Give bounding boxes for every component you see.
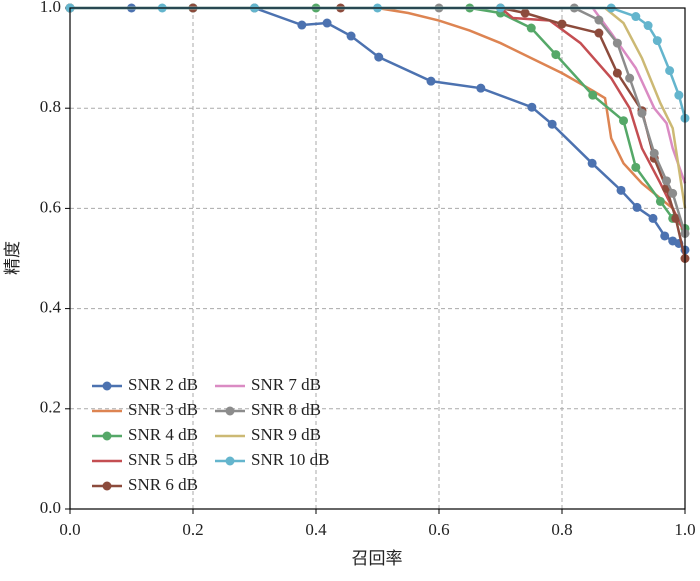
marker: [594, 15, 604, 25]
series-line: [70, 6, 687, 119]
y-tick-label: 0.2: [40, 398, 61, 417]
series-line: [70, 6, 687, 259]
marker: [660, 231, 670, 241]
y-tick-label: 0.0: [40, 498, 61, 517]
legend-marker: [102, 481, 112, 491]
marker: [665, 66, 675, 76]
marker: [648, 213, 658, 223]
marker: [346, 31, 356, 41]
legend-label: SNR 5 dB: [128, 450, 198, 469]
marker: [637, 108, 647, 118]
marker: [619, 116, 628, 126]
legend-label: SNR 3 dB: [128, 400, 198, 419]
legend-label: SNR 6 dB: [128, 475, 198, 494]
y-tick-label: 0.4: [40, 298, 62, 317]
marker: [668, 188, 678, 198]
legend-label: SNR 4 dB: [128, 425, 198, 444]
series-line: [70, 6, 686, 251]
marker: [612, 68, 622, 78]
y-tick-label: 1.0: [40, 0, 61, 16]
legend-label: SNR 9 dB: [251, 425, 321, 444]
legend-label: SNR 7 dB: [251, 375, 321, 394]
marker: [557, 19, 567, 29]
legend-label: SNR 10 dB: [251, 450, 329, 469]
marker: [649, 148, 659, 158]
marker: [476, 83, 486, 93]
marker: [625, 73, 635, 83]
marker: [616, 185, 626, 195]
x-tick-label: 0.8: [551, 520, 572, 539]
series-line: [70, 6, 687, 235]
y-tick-label: 0.6: [40, 197, 61, 216]
marker: [426, 76, 436, 86]
x-tick-label: 0.6: [428, 520, 449, 539]
marker: [612, 38, 622, 48]
y-tick-label: 0.8: [40, 97, 61, 116]
series-line: [70, 6, 686, 230]
x-axis-label: 召回率: [352, 549, 403, 568]
legend-marker: [225, 456, 235, 466]
legend-marker: [225, 406, 235, 416]
marker: [527, 102, 537, 112]
marker: [643, 21, 653, 31]
legend-marker: [102, 431, 112, 441]
marker: [551, 50, 561, 60]
marker: [297, 20, 307, 30]
series-line: [70, 6, 687, 184]
legend-label: SNR 2 dB: [128, 375, 198, 394]
marker: [655, 196, 665, 206]
y-axis-label: 精度: [3, 241, 22, 275]
series-line: [70, 6, 687, 234]
marker: [631, 12, 641, 22]
x-tick-label: 1.0: [674, 520, 695, 539]
marker: [520, 8, 530, 18]
plot-frame: [69, 7, 686, 510]
series-line: [70, 6, 687, 235]
marker: [671, 213, 681, 223]
marker: [587, 158, 597, 168]
marker: [322, 18, 332, 28]
marker: [632, 202, 642, 212]
marker: [526, 23, 536, 33]
marker: [594, 28, 604, 38]
marker: [674, 90, 684, 100]
legend-marker: [102, 381, 112, 391]
legend-label: SNR 8 dB: [251, 400, 321, 419]
x-tick-label: 0.4: [305, 520, 327, 539]
marker: [588, 90, 598, 100]
marker: [652, 36, 662, 46]
marker: [374, 52, 384, 62]
x-tick-label: 0.2: [182, 520, 203, 539]
marker: [631, 162, 641, 172]
marker: [547, 119, 557, 129]
marker: [662, 176, 672, 186]
x-tick-label: 0.0: [59, 520, 80, 539]
